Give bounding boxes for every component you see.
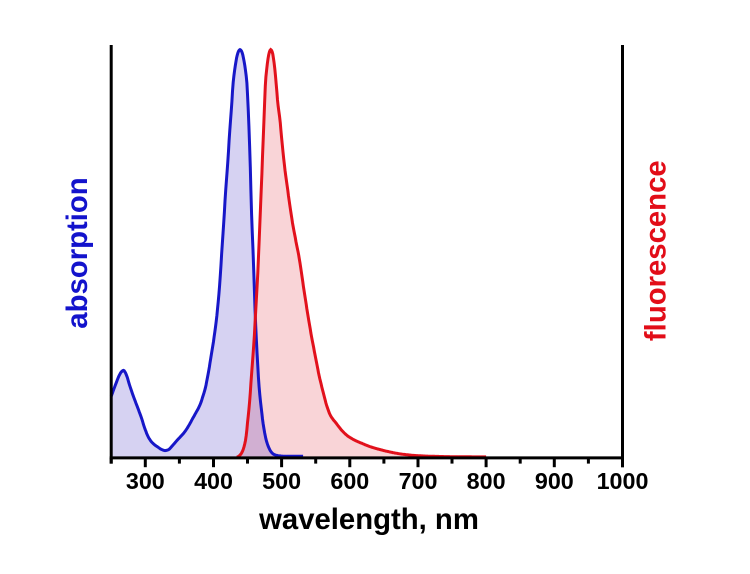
svg-text:800: 800 — [467, 468, 506, 494]
svg-text:600: 600 — [330, 468, 369, 494]
svg-text:300: 300 — [126, 468, 165, 494]
svg-text:900: 900 — [535, 468, 574, 494]
svg-text:700: 700 — [399, 468, 438, 494]
svg-text:500: 500 — [262, 468, 301, 494]
svg-text:wavelength, nm: wavelength, nm — [258, 503, 479, 536]
svg-text:fluorescence: fluorescence — [640, 160, 673, 341]
svg-text:absorption: absorption — [61, 177, 94, 328]
svg-text:400: 400 — [194, 468, 233, 494]
svg-text:1000: 1000 — [597, 468, 649, 494]
